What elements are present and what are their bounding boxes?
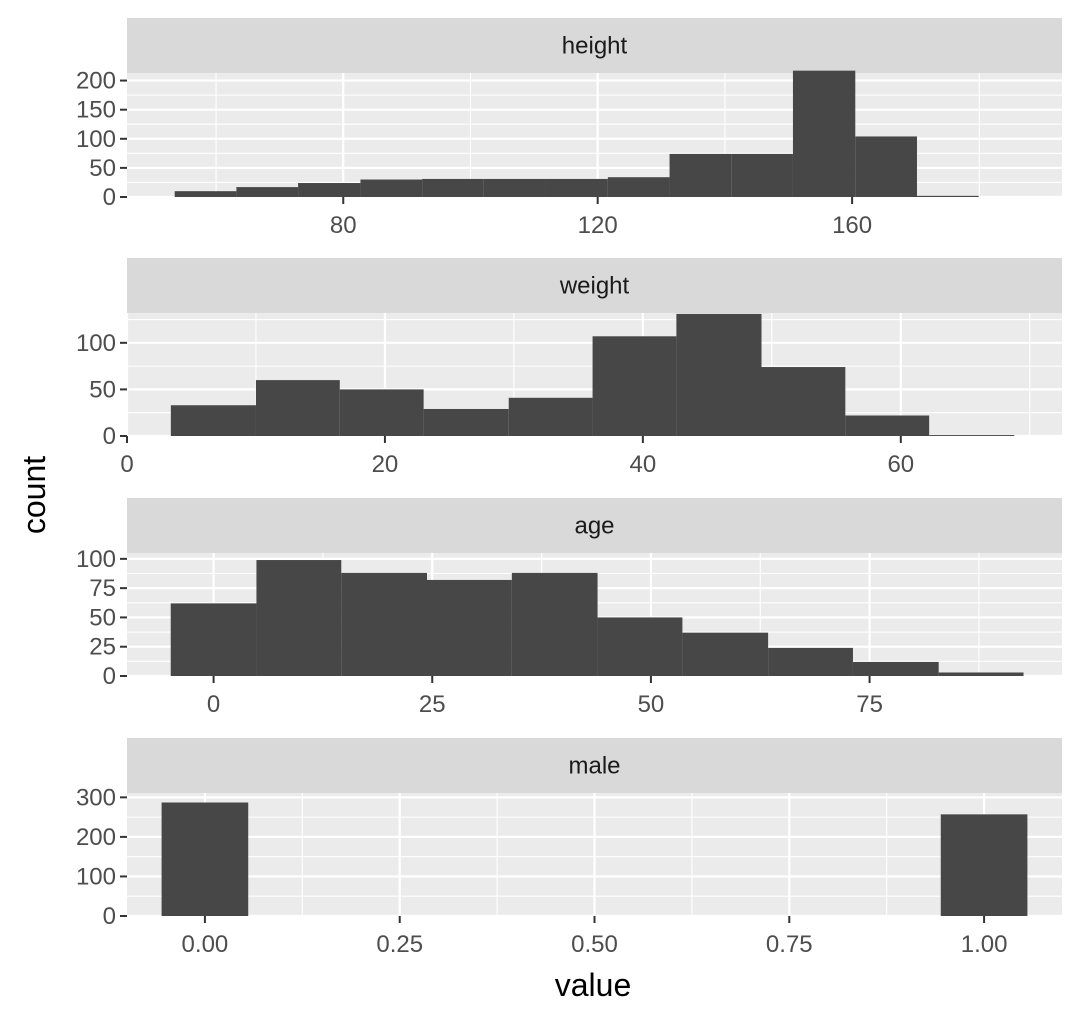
histogram-bar bbox=[768, 647, 853, 676]
facet-strip-label: male bbox=[568, 753, 620, 780]
histogram-bar bbox=[682, 632, 769, 676]
histogram-bar bbox=[339, 389, 424, 436]
y-tick-label: 100 bbox=[76, 546, 116, 573]
histogram-bar bbox=[423, 408, 509, 436]
x-tick-label: 0 bbox=[207, 691, 220, 718]
facet-strip bbox=[127, 258, 1062, 313]
x-tick-label: 80 bbox=[330, 212, 357, 239]
x-tick-label: 40 bbox=[630, 451, 657, 478]
histogram-bar bbox=[170, 603, 257, 676]
histogram-bar bbox=[256, 560, 342, 676]
facet-strip-label: height bbox=[562, 33, 628, 60]
x-tick-label: 0.25 bbox=[376, 931, 423, 958]
histogram-bar bbox=[792, 70, 856, 197]
histogram-bar bbox=[255, 380, 340, 436]
y-tick-label: 200 bbox=[76, 68, 116, 95]
histogram-bar bbox=[170, 405, 256, 436]
histogram-bar bbox=[341, 572, 428, 676]
histogram-bar bbox=[427, 579, 512, 676]
histogram-bar bbox=[852, 661, 939, 676]
facet-strip bbox=[127, 738, 1062, 793]
histogram-bar bbox=[298, 183, 361, 197]
histogram-bar bbox=[676, 313, 762, 436]
y-tick-label: 25 bbox=[89, 634, 116, 661]
histogram-bar bbox=[422, 178, 484, 197]
histogram-bar bbox=[511, 572, 598, 676]
facet-panel-weight: weight 0 50 100 0 20 40 60 bbox=[76, 258, 1062, 478]
histogram-bar bbox=[174, 191, 237, 197]
x-tick-label: 20 bbox=[372, 451, 399, 478]
histogram-bar bbox=[236, 187, 299, 197]
x-tick-label: 1.00 bbox=[961, 931, 1008, 958]
histogram-bar bbox=[855, 136, 917, 197]
histogram-bar bbox=[929, 435, 1015, 436]
y-tick-label: 100 bbox=[76, 863, 116, 890]
y-tick-label: 200 bbox=[76, 824, 116, 851]
x-tick-label: 0 bbox=[120, 451, 133, 478]
histogram-bar bbox=[508, 397, 593, 436]
facet-strip bbox=[127, 18, 1062, 73]
histogram-bar bbox=[161, 802, 249, 916]
facet-panel-male: male 0 100 200 300 0.00 0.25 0.50 0.75 1.00 bbox=[76, 738, 1062, 958]
x-tick-label: 0.75 bbox=[766, 931, 813, 958]
y-tick-label: 50 bbox=[89, 604, 116, 631]
y-tick-label: 50 bbox=[89, 376, 116, 403]
y-tick-label: 100 bbox=[76, 330, 116, 357]
histogram-bar bbox=[761, 367, 846, 436]
facet-strip-label: age bbox=[574, 513, 614, 540]
histogram-bar bbox=[592, 336, 677, 436]
x-tick-label: 60 bbox=[887, 451, 914, 478]
histogram-bar bbox=[845, 415, 930, 436]
panel-background bbox=[127, 73, 1062, 197]
y-tick-label: 50 bbox=[89, 155, 116, 182]
histogram-bar bbox=[545, 178, 608, 197]
histogram-bar bbox=[916, 195, 979, 197]
y-tick-label: 0 bbox=[103, 663, 116, 690]
histogram-bar bbox=[483, 178, 546, 197]
y-tick-label: 0 bbox=[103, 903, 116, 930]
y-tick-label: 100 bbox=[76, 126, 116, 153]
y-tick-label: 75 bbox=[89, 575, 116, 602]
x-tick-label: 120 bbox=[578, 212, 618, 239]
x-tick-label: 0.50 bbox=[571, 931, 618, 958]
x-axis-title: value bbox=[555, 967, 632, 1003]
histogram-bar bbox=[607, 177, 670, 197]
histogram-bar bbox=[669, 153, 732, 197]
x-tick-label: 0.00 bbox=[182, 931, 229, 958]
x-tick-label: 75 bbox=[856, 691, 883, 718]
y-tick-label: 300 bbox=[76, 784, 116, 811]
histogram-bar bbox=[597, 617, 683, 676]
histogram-bar bbox=[731, 153, 793, 197]
histogram-bar bbox=[940, 814, 1028, 916]
y-tick-label: 0 bbox=[103, 184, 116, 211]
facet-strip bbox=[127, 498, 1062, 553]
histogram-bar bbox=[360, 179, 423, 197]
x-tick-label: 160 bbox=[832, 212, 872, 239]
histogram-bar bbox=[938, 672, 1024, 676]
y-tick-label: 0 bbox=[103, 423, 116, 450]
x-tick-label: 25 bbox=[419, 691, 446, 718]
y-tick-label: 150 bbox=[76, 97, 116, 124]
x-tick-label: 50 bbox=[638, 691, 665, 718]
y-axis-title: count bbox=[16, 456, 52, 534]
facet-strip-label: weight bbox=[559, 273, 630, 300]
